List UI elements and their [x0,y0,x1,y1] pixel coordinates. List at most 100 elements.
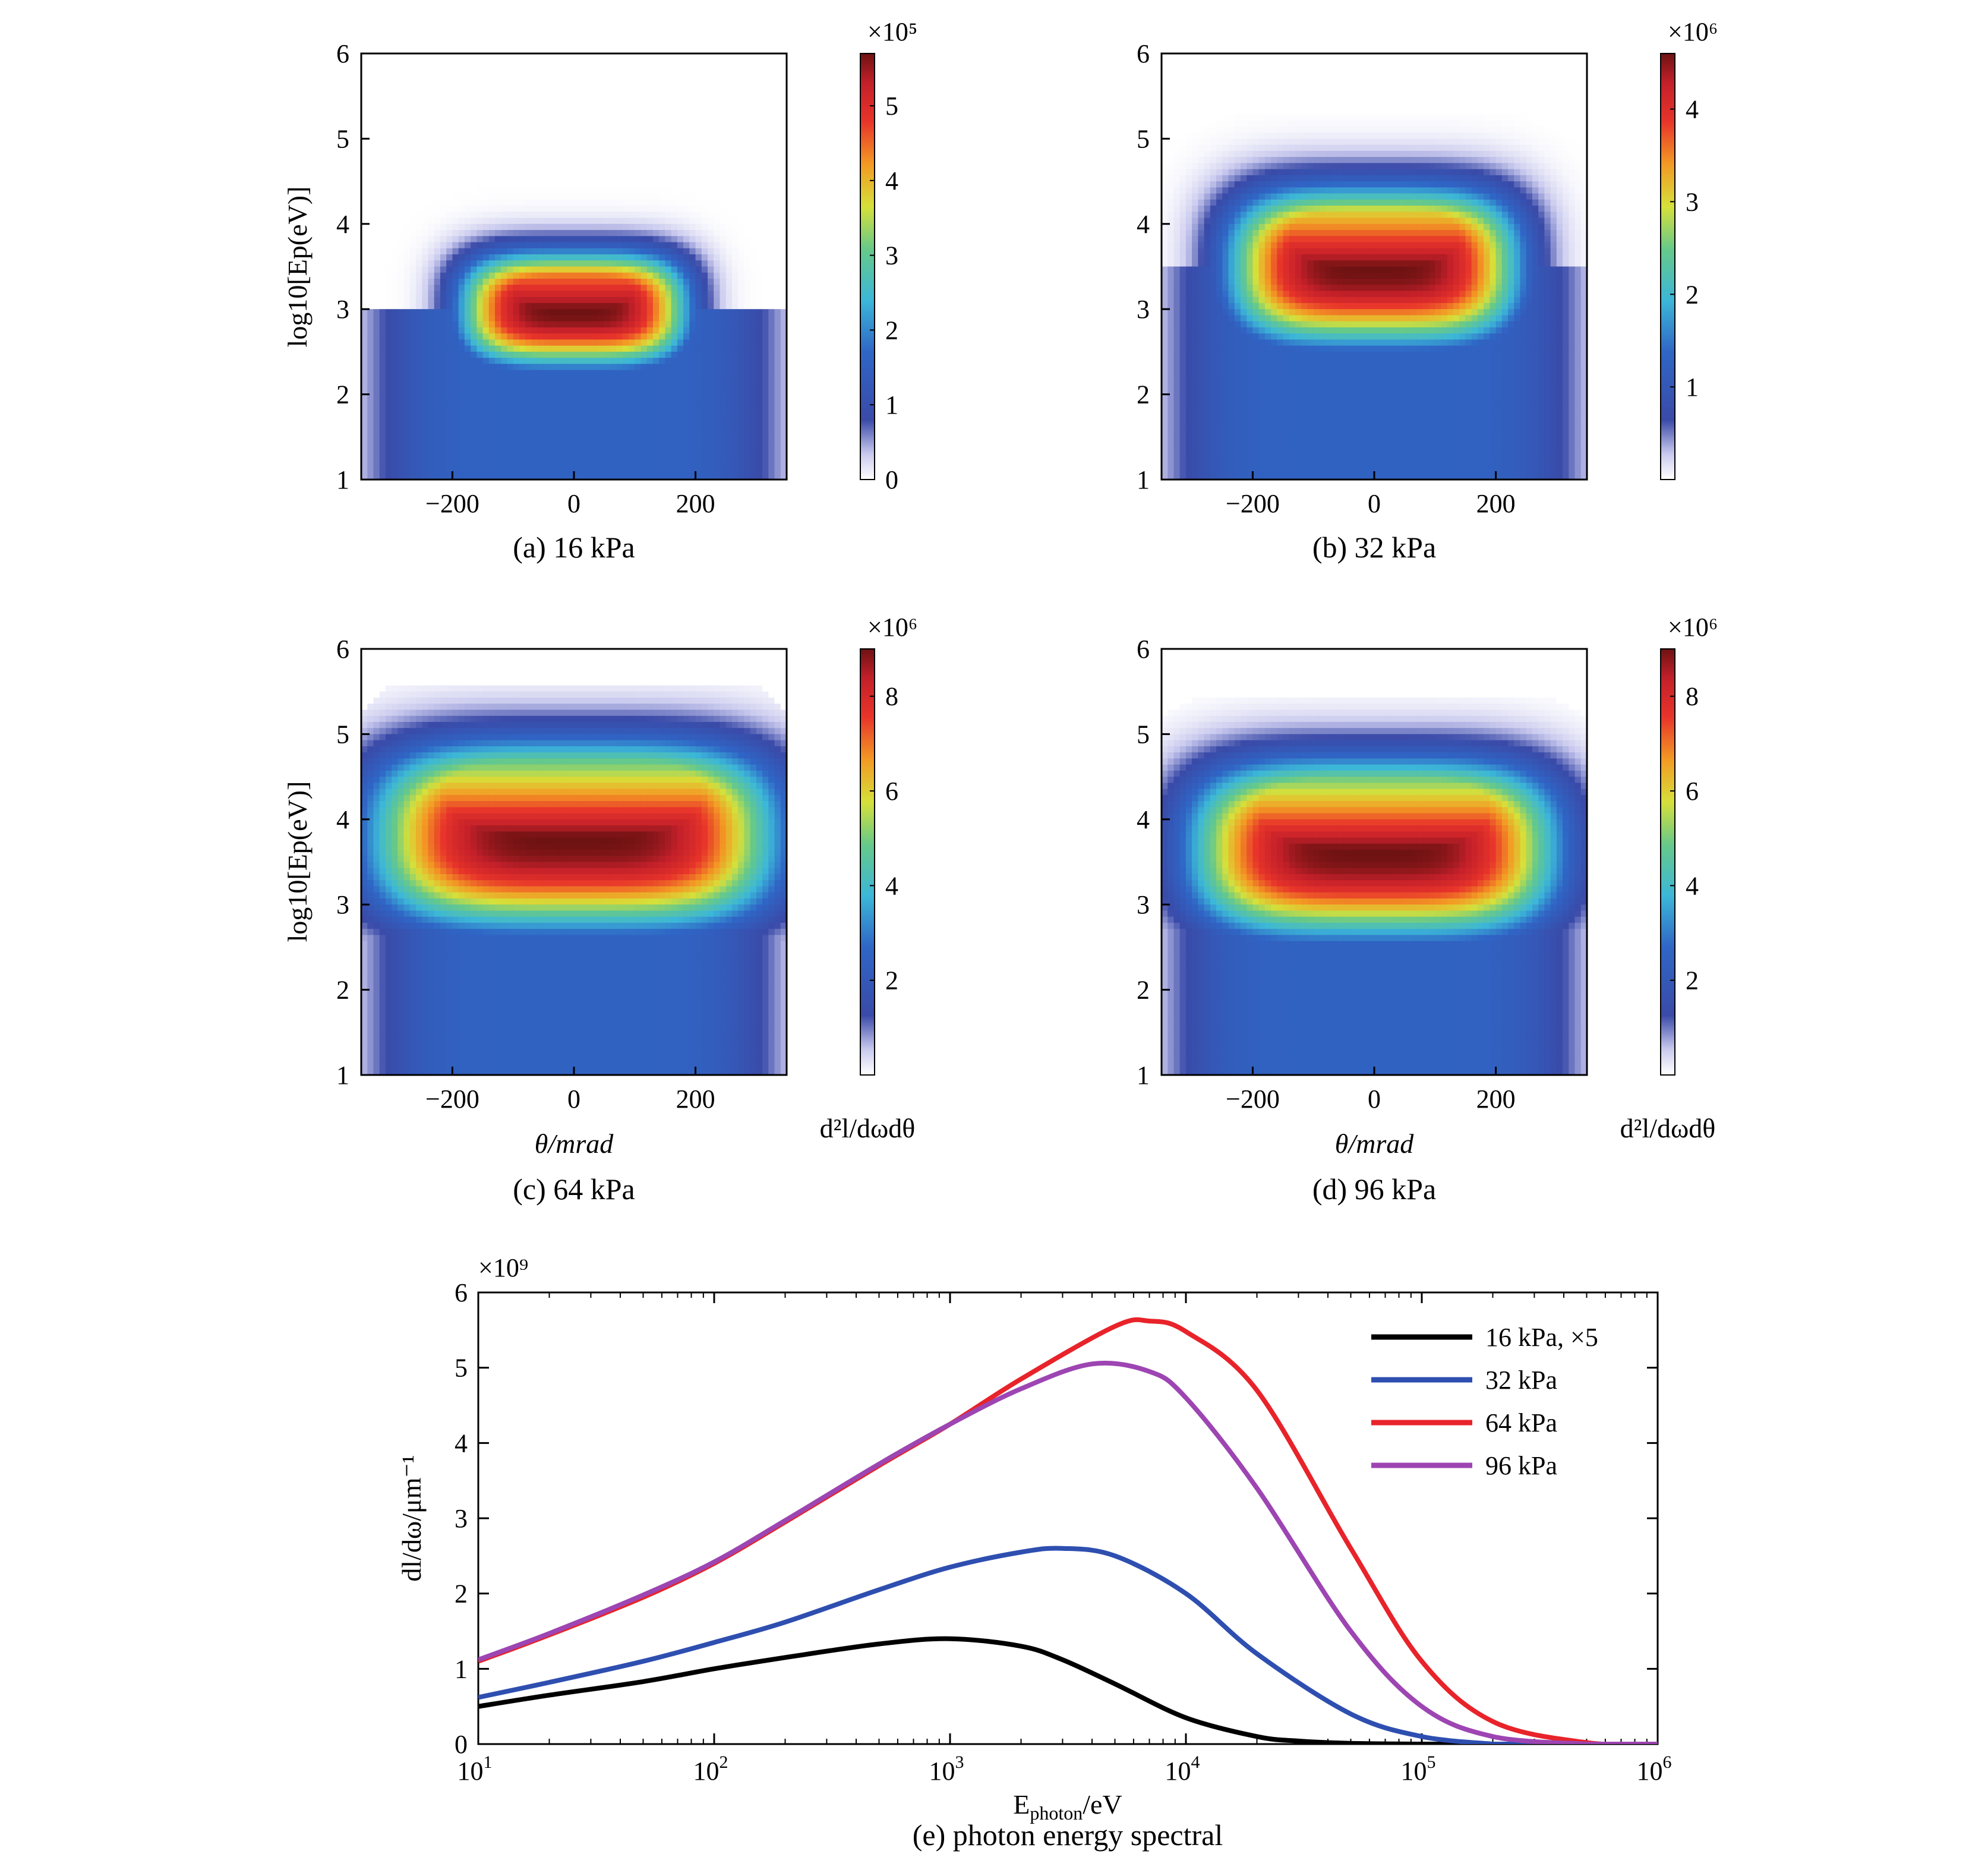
heatmap-cell [446,358,453,364]
heatmap-cell [446,333,453,340]
heatmap-cell [652,388,659,395]
heatmap-cell [477,163,484,170]
heatmap-cell [646,358,654,364]
heatmap-cell [622,351,629,358]
heatmap-cell [756,364,763,371]
heatmap-cell [731,291,739,298]
heatmap-cell [725,242,733,249]
heatmap-cell [714,77,721,84]
heatmap-cell [537,266,544,273]
heatmap-cell [446,114,453,121]
heatmap-cell [744,327,751,334]
heatmap-cell [361,449,368,456]
heatmap-cell [677,443,684,450]
heatmap-cell [519,175,526,182]
heatmap-cell [446,254,453,261]
heatmap-cell [635,187,642,194]
heatmap-cell [580,254,587,261]
heatmap-cell [464,376,471,383]
heatmap-cell [683,212,690,219]
heatmap-cell [488,424,496,431]
heatmap-cell [361,53,368,60]
heatmap-cell [731,212,739,219]
heatmap-cell [762,59,769,67]
heatmap-cell [519,473,526,480]
heatmap-cell [519,84,526,91]
heatmap-cell [458,157,465,163]
heatmap-cell [416,138,422,146]
heatmap-cell [550,382,556,389]
heatmap-cell [714,302,721,310]
heatmap-cell [409,309,416,316]
heatmap-cell [725,230,733,237]
heatmap-cell [367,157,374,163]
heatmap-cell [403,77,411,84]
heatmap-cell [768,333,775,340]
heatmap-cell [677,71,684,78]
heatmap-cell [367,193,374,200]
heatmap-cell [708,412,714,420]
heatmap-cell [701,254,708,261]
heatmap-cell [543,53,550,60]
heatmap-cell [780,394,787,401]
heatmap-cell [780,473,787,480]
heatmap-cell [744,206,751,212]
heatmap-cell [774,114,781,121]
heatmap-cell [616,120,623,127]
heatmap-cell [683,114,690,121]
heatmap-cell [574,133,580,139]
heatmap-cell [367,108,374,115]
heatmap-cell [507,71,514,78]
heatmap-cell [392,175,398,182]
heatmap-cell [1471,53,1478,60]
heatmap-cell [416,193,422,200]
heatmap-cell [744,278,751,285]
heatmap-cell [567,144,575,152]
heatmap-cell [531,102,538,109]
heatmap-cell [725,193,733,200]
heatmap-cell [610,449,617,456]
heatmap-cell [416,370,422,377]
heatmap-cell [592,120,599,127]
heatmap-cell [671,376,678,383]
heatmap-cell [440,339,447,346]
heatmap-cell [561,102,569,109]
heatmap-cell [744,449,751,456]
heatmap-cell [488,278,496,285]
heatmap-cell [610,169,617,176]
heatmap-cell [708,467,714,474]
heatmap-cell [403,297,411,304]
heatmap-cell [768,388,775,395]
heatmap-cell [416,181,422,188]
heatmap-cell [756,321,763,328]
heatmap-cell [525,351,532,358]
heatmap-cell [580,315,587,322]
heatmap-cell [409,150,416,157]
heatmap-cell [416,169,422,176]
heatmap-cell [543,278,550,285]
heatmap-cell [507,175,514,182]
heatmap-cell [701,217,708,225]
heatmap-cell [683,455,690,462]
heatmap-cell [507,467,514,474]
heatmap-cell [689,71,696,78]
heatmap-cell [464,157,471,163]
heatmap-cell [689,443,696,450]
heatmap-cell [567,254,575,261]
heatmap-cell [440,437,447,444]
heatmap-cell [677,102,684,109]
heatmap-cell [471,181,477,188]
heatmap-cell [361,302,368,310]
colorbar-tick-label: 2 [885,316,898,345]
heatmap-cell [361,467,368,474]
heatmap-cell [665,364,672,371]
heatmap-cell [677,163,684,170]
heatmap-cell [452,297,459,304]
heatmap-cell [640,345,648,352]
heatmap-cell [440,181,447,188]
heatmap-cell [361,175,368,182]
heatmap-cell [598,333,605,340]
heatmap-cell [738,206,744,212]
heatmap-cell [720,126,727,133]
heatmap-cell [604,431,611,437]
